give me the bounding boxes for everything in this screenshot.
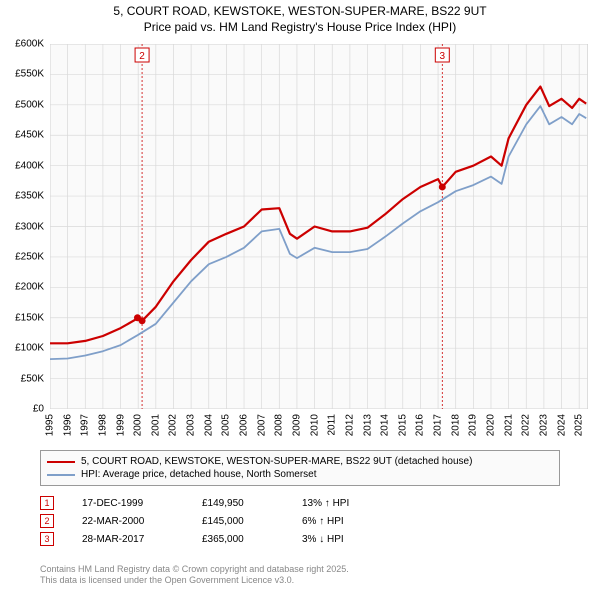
legend-swatch (47, 461, 75, 463)
sale-price: £145,000 (202, 516, 302, 527)
x-tick-label: 2001 (150, 414, 161, 436)
x-tick-label: 2009 (291, 414, 302, 436)
x-tick-label: 1999 (115, 414, 126, 436)
legend-item: 5, COURT ROAD, KEWSTOKE, WESTON-SUPER-MA… (47, 455, 553, 468)
legend-swatch (47, 474, 75, 476)
x-tick-label: 2023 (538, 414, 549, 436)
x-axis-labels: 1995199619971998199920002001200220032004… (50, 410, 588, 450)
sale-marker: 3 (40, 532, 54, 546)
y-axis-labels: £0£50K£100K£150K£200K£250K£300K£350K£400… (0, 44, 48, 409)
y-tick-label: £550K (15, 69, 44, 80)
x-tick-label: 2015 (397, 414, 408, 436)
title-line-1: 5, COURT ROAD, KEWSTOKE, WESTON-SUPER-MA… (0, 4, 600, 20)
x-tick-label: 2014 (380, 414, 391, 436)
y-tick-label: £450K (15, 130, 44, 141)
x-tick-label: 2018 (450, 414, 461, 436)
sale-diff: 6% ↑ HPI (302, 516, 392, 527)
footer-line-1: Contains HM Land Registry data © Crown c… (40, 564, 349, 575)
y-tick-label: £150K (15, 312, 44, 323)
chart-area: 23 (50, 44, 588, 409)
sale-marker: 1 (40, 496, 54, 510)
x-tick-label: 1998 (97, 414, 108, 436)
x-tick-label: 1995 (45, 414, 56, 436)
y-tick-label: £200K (15, 282, 44, 293)
y-tick-label: £50K (21, 373, 44, 384)
footer-line-2: This data is licensed under the Open Gov… (40, 575, 349, 586)
x-tick-label: 2019 (468, 414, 479, 436)
sale-marker: 2 (40, 514, 54, 528)
sale-row: 2 22-MAR-2000£145,0006% ↑ HPI (40, 512, 392, 530)
sale-price: £365,000 (202, 534, 302, 545)
x-tick-label: 2013 (362, 414, 373, 436)
x-tick-label: 2021 (503, 414, 514, 436)
chart-svg: 23 (50, 44, 588, 409)
x-tick-label: 2024 (556, 414, 567, 436)
legend-item: HPI: Average price, detached house, Nort… (47, 468, 553, 481)
y-tick-label: £400K (15, 160, 44, 171)
x-tick-label: 1997 (80, 414, 91, 436)
sale-date: 22-MAR-2000 (82, 516, 202, 527)
title-block: 5, COURT ROAD, KEWSTOKE, WESTON-SUPER-MA… (0, 0, 600, 35)
x-tick-label: 2012 (344, 414, 355, 436)
y-tick-label: £250K (15, 251, 44, 262)
x-tick-label: 2020 (485, 414, 496, 436)
sale-row: 3 28-MAR-2017£365,0003% ↓ HPI (40, 530, 392, 548)
legend: 5, COURT ROAD, KEWSTOKE, WESTON-SUPER-MA… (40, 450, 560, 486)
x-tick-label: 1996 (62, 414, 73, 436)
x-tick-label: 2007 (256, 414, 267, 436)
sale-diff: 13% ↑ HPI (302, 498, 392, 509)
y-tick-label: £600K (15, 39, 44, 50)
x-tick-label: 2002 (168, 414, 179, 436)
svg-text:2: 2 (139, 51, 145, 62)
y-tick-label: £300K (15, 221, 44, 232)
y-tick-label: £500K (15, 99, 44, 110)
footer: Contains HM Land Registry data © Crown c… (40, 564, 349, 587)
x-tick-label: 2000 (133, 414, 144, 436)
title-line-2: Price paid vs. HM Land Registry's House … (0, 20, 600, 36)
x-tick-label: 2017 (433, 414, 444, 436)
y-tick-label: £100K (15, 343, 44, 354)
chart-container: 5, COURT ROAD, KEWSTOKE, WESTON-SUPER-MA… (0, 0, 600, 590)
x-tick-label: 2005 (221, 414, 232, 436)
x-tick-label: 2022 (521, 414, 532, 436)
x-tick-label: 2025 (574, 414, 585, 436)
sale-date: 28-MAR-2017 (82, 534, 202, 545)
y-tick-label: £0 (33, 404, 44, 415)
legend-label: HPI: Average price, detached house, Nort… (81, 469, 317, 480)
legend-label: 5, COURT ROAD, KEWSTOKE, WESTON-SUPER-MA… (81, 456, 472, 467)
sale-date: 17-DEC-1999 (82, 498, 202, 509)
x-tick-label: 2006 (239, 414, 250, 436)
sale-row: 1 17-DEC-1999£149,95013% ↑ HPI (40, 494, 392, 512)
sales-table: 1 17-DEC-1999£149,95013% ↑ HPI 2 22-MAR-200… (40, 494, 392, 548)
svg-text:3: 3 (440, 51, 446, 62)
x-tick-label: 2008 (274, 414, 285, 436)
y-tick-label: £350K (15, 191, 44, 202)
x-tick-label: 2016 (415, 414, 426, 436)
x-tick-label: 2010 (309, 414, 320, 436)
x-tick-label: 2003 (186, 414, 197, 436)
sale-diff: 3% ↓ HPI (302, 534, 392, 545)
x-tick-label: 2011 (327, 414, 338, 436)
sale-price: £149,950 (202, 498, 302, 509)
x-tick-label: 2004 (203, 414, 214, 436)
